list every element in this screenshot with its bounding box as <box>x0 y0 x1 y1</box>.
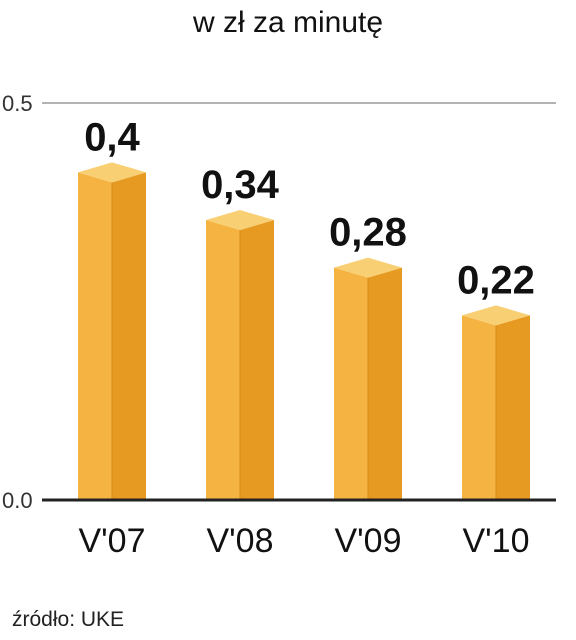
x-tick-label: V'07 <box>79 522 146 560</box>
bar-side <box>368 267 402 500</box>
bar-front <box>206 220 240 501</box>
bar-side <box>112 172 146 500</box>
bar-top <box>206 210 274 231</box>
data-label: 0,4 <box>84 115 140 159</box>
source-note: źródło: UKE <box>12 608 125 631</box>
bar-top <box>334 257 402 278</box>
bar-chart: 0.0 0.5 0,4 V'07 0,34 V'08 0,28 V'09 0,22 V'10 <box>2 91 556 560</box>
unit-label: w zł za minutę <box>192 6 384 39</box>
y-tick-label: 0.0 <box>2 488 33 513</box>
bar-top <box>78 162 146 183</box>
x-tick-label: V'10 <box>463 522 530 560</box>
y-tick-label: 0.5 <box>2 91 33 116</box>
x-tick-label: V'08 <box>207 522 274 560</box>
x-tick-label: V'09 <box>335 522 402 560</box>
bar-front <box>78 172 112 500</box>
bar-front <box>334 267 368 500</box>
data-label: 0,34 <box>201 163 280 207</box>
data-label: 0,22 <box>457 258 535 302</box>
bar-side <box>496 315 530 500</box>
bar-front <box>462 315 496 500</box>
data-label: 0,28 <box>329 211 407 255</box>
bar-side <box>240 220 274 501</box>
bar-top <box>462 305 530 326</box>
